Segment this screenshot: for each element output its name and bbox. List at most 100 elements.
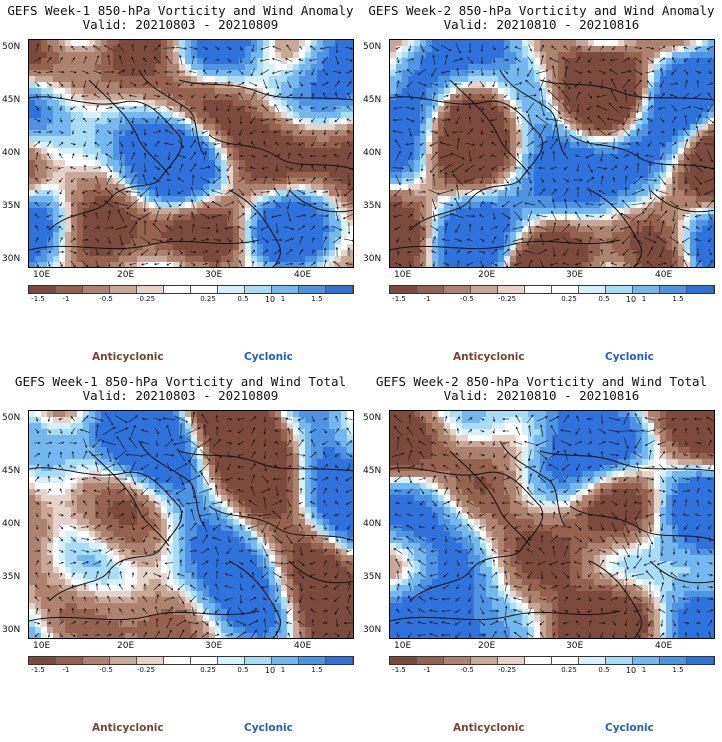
vorticity-cell [89,46,96,53]
vorticity-cell [53,64,60,71]
wind-vector [322,191,328,193]
vorticity-cell [65,136,72,143]
vorticity-cell [113,58,120,65]
wind-vector [46,82,52,86]
vorticity-cell [35,220,42,227]
vorticity-cell [498,172,505,179]
vorticity-cell [516,70,523,77]
vorticity-cell [702,52,709,59]
vorticity-cell [408,100,415,107]
vorticity-cell [281,106,288,113]
vorticity-cell [269,190,276,197]
vorticity-cell [287,178,294,185]
vorticity-cell [89,130,96,137]
vorticity-cell [390,214,397,221]
vorticity-cell [714,220,715,227]
vorticity-cell [239,106,246,113]
vorticity-cell [143,64,150,71]
vorticity-cell [233,70,240,77]
wind-vector-head [96,104,99,108]
wind-vector [143,142,147,146]
vorticity-cell [432,100,439,107]
vorticity-cell [408,160,415,167]
vorticity-cell [131,82,138,89]
wind-vector-head [59,153,62,156]
vorticity-cell [678,112,685,119]
vorticity-cell [618,58,625,65]
vorticity-cell [269,112,276,119]
vorticity-cell [191,256,198,263]
vorticity-cell [353,256,354,263]
wind-vector-head [45,179,49,182]
vorticity-cell [281,70,288,77]
vorticity-cell [456,160,463,167]
vorticity-cell [546,220,553,227]
wind-vector-head [156,195,159,198]
vorticity-cell [558,202,565,209]
wind-vector [249,200,257,208]
vorticity-cell [161,46,168,53]
vorticity-cell [167,196,174,203]
vorticity-cell [462,106,469,113]
wind-vector-head [313,261,316,265]
vorticity-cell [77,220,84,227]
vorticity-cell [71,112,78,119]
vorticity-cell [233,52,240,59]
vorticity-cell [275,76,282,83]
vorticity-cell [438,124,445,131]
vorticity-cell [660,64,667,71]
vorticity-cell [570,64,577,71]
vorticity-cell [347,250,353,257]
vorticity-cell [672,70,679,77]
vorticity-cell [426,64,433,71]
vorticity-cell [660,124,667,131]
vorticity-cell [480,112,487,119]
vorticity-cell [666,40,673,47]
vorticity-cell [287,136,294,143]
vorticity-cell [161,94,168,101]
wind-vector-head [34,190,38,193]
vorticity-cell [402,208,409,215]
vorticity-cell [167,130,174,137]
wind-vector-head [130,170,133,174]
wind-vector-head [272,178,275,181]
wind-vector-head [203,95,206,99]
vorticity-cell [576,88,583,95]
vorticity-cell [612,46,619,53]
vorticity-cell [702,220,709,227]
vorticity-cell [480,46,487,53]
wind-vector-head [97,226,101,229]
vorticity-cell [702,82,709,89]
vorticity-cell [347,214,353,221]
wind-vector [120,151,122,161]
wind-vector-head [179,225,182,229]
vorticity-cell [221,238,228,245]
vorticity-cell [125,148,132,155]
vorticity-cell [71,220,78,227]
vorticity-cell [582,226,589,233]
vorticity-cell [329,172,336,179]
vorticity-cell [233,130,240,137]
vorticity-cell [702,100,709,107]
vorticity-cell [438,70,445,77]
vorticity-cell [714,106,715,113]
wind-vector [143,174,147,186]
vorticity-cell [516,220,523,227]
vorticity-cell [293,214,300,221]
vorticity-cell [390,226,397,233]
wind-vector-head [275,141,278,145]
wind-vector-head [154,253,158,257]
vorticity-cell [714,196,715,203]
wind-vector-head [47,152,50,156]
vorticity-cell [137,58,144,65]
vorticity-cell [83,184,90,191]
vorticity-cell [197,220,204,227]
wind-vector-head [82,130,85,134]
wind-vector [95,238,99,242]
wind-vector-head [345,262,348,265]
vorticity-cell [221,232,228,239]
vorticity-cell [486,112,493,119]
vorticity-cell [468,172,475,179]
vorticity-cell [143,178,150,185]
wind-vector-head [260,228,264,231]
